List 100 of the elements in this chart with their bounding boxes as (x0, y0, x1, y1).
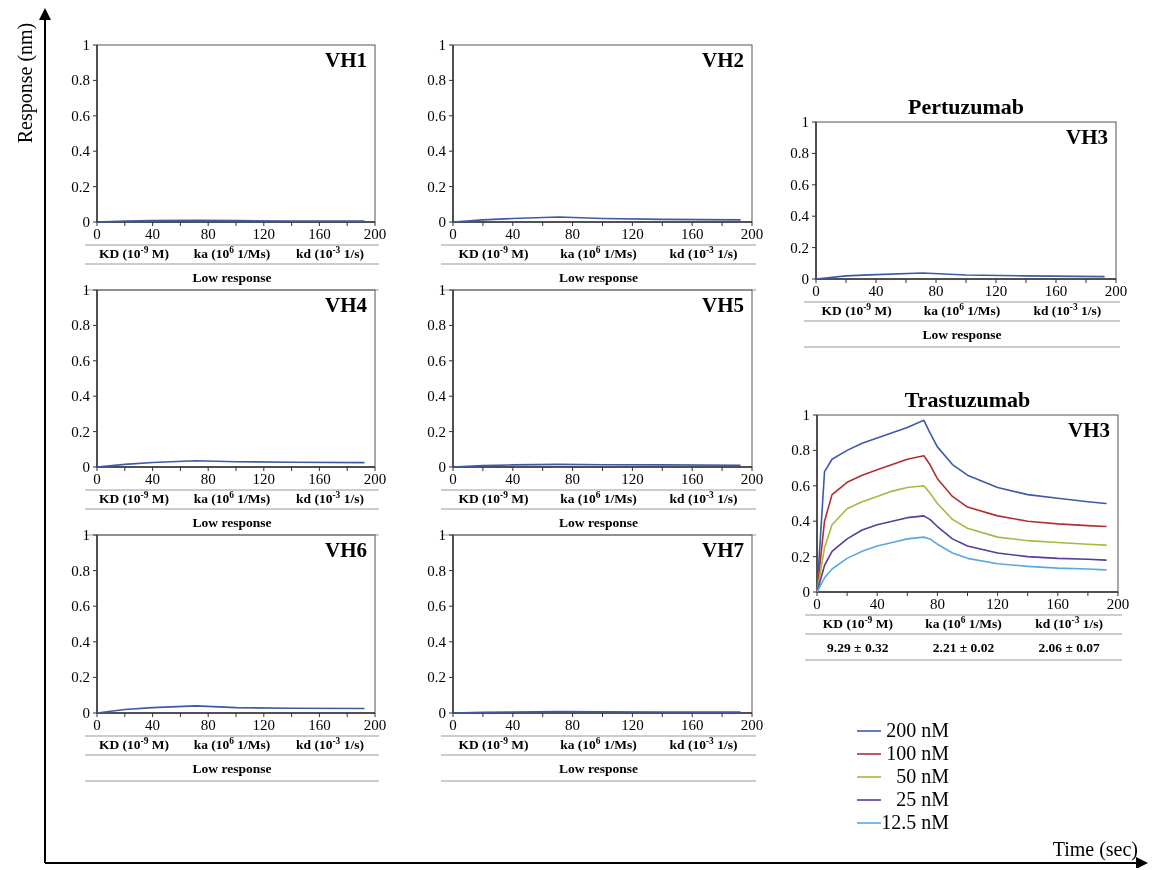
x-tick-label: 40 (505, 717, 521, 733)
x-tick-label: 200 (1104, 283, 1128, 299)
text: KD (10$^{-9}$ M) (458, 736, 529, 752)
y-tick-label: 0 (82, 705, 90, 721)
annotation: VH3 (1066, 125, 1108, 149)
y-tick-label: 0 (801, 271, 809, 287)
x-tick-label: 120 (621, 471, 644, 487)
x-tick-label: 200 (363, 717, 387, 733)
chart-title: Trastuzumab (904, 387, 1031, 412)
y-tick-label: 1 (801, 114, 809, 130)
y-tick-label: 0.8 (427, 562, 446, 579)
y-tick-label: 0.6 (71, 107, 91, 124)
y-tick-label: 1 (82, 282, 90, 298)
text: kd (10$^{-3}$ 1/s) (669, 490, 738, 506)
text: 2.06 ± 0.07 (1038, 640, 1101, 655)
chart-title: Pertuzumab (907, 94, 1025, 119)
annotation: VH3 (1068, 418, 1110, 442)
annotation: VH4 (325, 293, 368, 317)
text: KD (10$^{-9}$ M) (821, 302, 892, 318)
text: ka (10$^{6}$ 1/Ms) (193, 736, 271, 752)
x-tick-label: 120 (986, 596, 1009, 612)
y-tick-label: 0.8 (791, 442, 810, 459)
y-tick-label: 0.4 (427, 388, 447, 405)
text: ka (10$^{6}$ 1/Ms) (925, 615, 1002, 631)
annotation: VH6 (325, 538, 367, 562)
y-tick-label: 0.6 (427, 107, 447, 124)
text: KD (10$^{-9}$ M) (822, 615, 893, 631)
y-tick-label: 1 (438, 282, 446, 298)
line-series (96, 705, 365, 714)
x-tick-label: 160 (308, 226, 331, 242)
legend-label: 100 nM (886, 742, 950, 764)
x-tick-label: 200 (740, 226, 764, 242)
text: ka (10$^{6}$ 1/Ms) (923, 302, 1001, 318)
text: ka (10$^{6}$ 1/Ms) (560, 245, 637, 261)
y-tick-label: 0.4 (71, 633, 91, 650)
line-series (816, 454, 1107, 593)
text: Low response (559, 515, 638, 530)
x-tick-label: 0 (449, 717, 457, 733)
x-tick-label: 120 (621, 226, 644, 242)
text: ka (10$^{6}$ 1/Ms) (193, 245, 271, 261)
text: KD (10$^{-9}$ M) (458, 245, 529, 261)
y-tick-label: 0.2 (71, 423, 90, 440)
y-tick-label: 0.2 (71, 178, 90, 195)
text: kd (10$^{-3}$ 1/s) (296, 245, 364, 261)
y-tick-label: 0.2 (427, 669, 446, 686)
y-tick-label: 0.2 (790, 239, 809, 256)
annotation: VH2 (702, 48, 744, 72)
text: Low response (192, 270, 272, 285)
text: Low response (192, 761, 272, 776)
x-tick-label: 80 (929, 596, 945, 612)
y-tick-label: 0.4 (71, 388, 91, 405)
text: Low response (559, 270, 638, 285)
x-tick-label: 0 (93, 717, 101, 733)
y-tick-label: 1 (802, 407, 810, 423)
text: Low response (559, 761, 638, 776)
x-tick-label: 0 (449, 226, 457, 242)
x-tick-label: 200 (1106, 596, 1130, 612)
line-series (816, 485, 1107, 593)
x-tick-label: 160 (1044, 283, 1068, 299)
y-tick-label: 0.8 (427, 317, 446, 334)
y-tick-label: 0.4 (427, 143, 447, 160)
x-tick-label: 80 (565, 226, 581, 242)
text: kd (10$^{-3}$ 1/s) (669, 736, 738, 752)
text: kd (10$^{-3}$ 1/s) (669, 245, 738, 261)
text: ka (10$^{6}$ 1/Ms) (560, 736, 637, 752)
x-tick-label: 80 (200, 717, 216, 733)
x-tick-label: 200 (363, 471, 387, 487)
x-tick-label: 40 (145, 717, 161, 733)
y-tick-label: 0.6 (71, 352, 91, 369)
x-tick-label: 40 (145, 226, 161, 242)
line-series (816, 536, 1107, 593)
legend-label: 12.5 nM (881, 811, 950, 833)
y-tick-label: 0.4 (791, 513, 811, 530)
y-tick-label: 0 (438, 214, 446, 230)
y-tick-label: 0 (82, 214, 90, 230)
y-tick-label: 0.4 (71, 143, 91, 160)
text: ka (10$^{6}$ 1/Ms) (560, 490, 637, 506)
x-tick-label: 0 (93, 471, 101, 487)
x-tick-label: 200 (363, 226, 387, 242)
y-axis-title: Response (nm) (14, 22, 37, 144)
legend-label: 50 nM (896, 765, 950, 787)
x-tick-label: 160 (308, 471, 331, 487)
y-tick-label: 0.8 (790, 145, 809, 162)
x-tick-label: 80 (200, 226, 216, 242)
text: Low response (922, 327, 1002, 342)
text: KD (10$^{-9}$ M) (98, 490, 170, 506)
x-tick-label: 40 (505, 471, 521, 487)
x-tick-label: 120 (252, 226, 276, 242)
text: kd (10$^{-3}$ 1/s) (296, 736, 364, 752)
x-tick-label: 80 (928, 283, 944, 299)
y-tick-label: 0 (82, 459, 90, 475)
text: 2.21 ± 0.02 (932, 640, 995, 655)
text: Low response (192, 515, 272, 530)
y-tick-label: 0.8 (71, 72, 90, 89)
text: ka (10$^{6}$ 1/Ms) (193, 490, 271, 506)
y-tick-label: 0.6 (791, 477, 811, 494)
y-tick-label: 0.2 (427, 178, 446, 195)
x-tick-label: 40 (145, 471, 161, 487)
x-tick-label: 200 (740, 471, 764, 487)
y-tick-label: 1 (438, 527, 446, 543)
